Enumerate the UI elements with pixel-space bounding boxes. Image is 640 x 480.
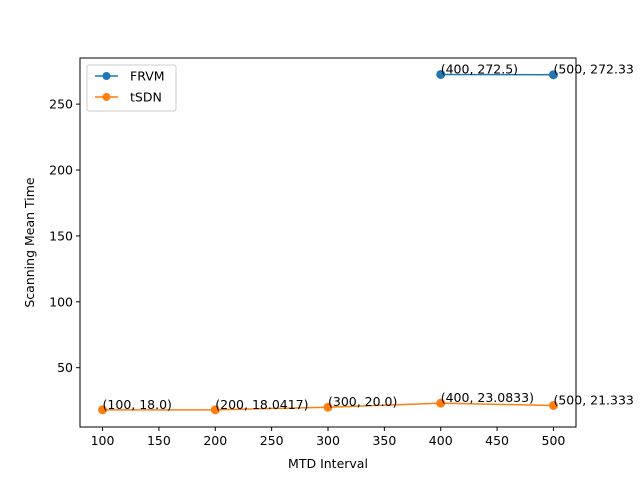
data-label-tsdn: (100, 18.0) <box>103 397 172 412</box>
x-tick-label: 150 <box>147 433 171 448</box>
data-point-frvm <box>548 70 558 80</box>
x-tick-label: 350 <box>372 433 396 448</box>
data-label-frvm: (500, 272.33 <box>553 62 633 77</box>
x-tick-label: 200 <box>203 433 227 448</box>
data-point-tsdn <box>436 398 446 408</box>
x-tick-label: 450 <box>485 433 509 448</box>
x-tick-label: 250 <box>260 433 284 448</box>
data-point-tsdn <box>323 402 333 412</box>
legend: FRVM tSDN <box>86 64 177 112</box>
x-tick-label: 500 <box>542 433 566 448</box>
data-label-tsdn: (500, 21.333 <box>553 392 633 407</box>
y-tick-label: 150 <box>49 228 73 243</box>
y-axis-label: Scanning Mean Time <box>22 177 37 308</box>
data-label-tsdn: (200, 18.0417) <box>215 397 308 412</box>
data-label-tsdn: (400, 23.0833) <box>441 390 534 405</box>
data-point-tsdn <box>210 405 220 415</box>
data-label-frvm: (400, 272.5) <box>441 61 518 76</box>
data-label-tsdn: (300, 20.0) <box>328 394 397 409</box>
y-tick-label: 100 <box>49 294 73 309</box>
y-tick-label: 50 <box>57 360 73 375</box>
data-point-tsdn <box>548 400 558 410</box>
x-tick-label: 100 <box>91 433 115 448</box>
data-point-frvm <box>436 69 446 79</box>
y-tick-label: 200 <box>49 163 73 178</box>
x-axis-label: MTD Interval <box>288 456 368 471</box>
x-tick-label: 300 <box>316 433 340 448</box>
legend-label-tsdn: tSDN <box>130 90 162 105</box>
legend-marker-tsdn <box>102 93 111 101</box>
x-tick-label: 400 <box>429 433 453 448</box>
y-tick-label: 250 <box>49 97 73 112</box>
data-point-tsdn <box>98 405 108 415</box>
legend-marker-frvm <box>102 72 111 80</box>
legend-label-frvm: FRVM <box>130 69 165 84</box>
